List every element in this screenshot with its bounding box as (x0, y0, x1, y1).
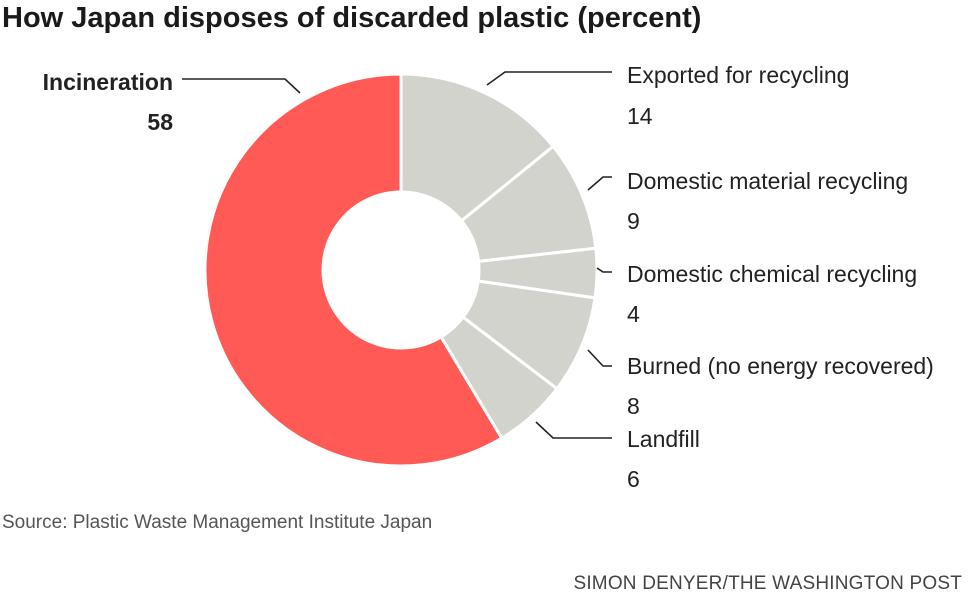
slice-labels: Exported for recycling 14 Domestic materia… (43, 62, 934, 492)
label-domestic-material-recycling: Domestic material recycling (627, 168, 908, 194)
leader-line-domestic-material-recycling (587, 176, 612, 191)
label-exported-for-recycling: Exported for recycling (627, 62, 849, 88)
donut-slices (203, 72, 599, 468)
credit-line: SIMON DENYER/THE WASHINGTON POST (573, 573, 962, 594)
slice-exported-for-recycling (399, 72, 556, 223)
leader-line-incineration (182, 78, 301, 94)
leader-line-domestic-chemical-recycling (596, 267, 612, 273)
value-domestic-material-recycling: 9 (627, 208, 640, 234)
slice-incineration (203, 72, 504, 468)
label-incineration: Incineration (43, 69, 173, 95)
leader-line-landfill (535, 421, 612, 439)
value-incineration: 58 (147, 109, 173, 135)
leader-line-burned-no-energy-recovered (587, 349, 612, 367)
value-landfill: 6 (627, 466, 640, 492)
value-exported-for-recycling: 14 (627, 103, 653, 129)
source-note: Source: Plastic Waste Management Institu… (2, 512, 433, 533)
label-domestic-chemical-recycling: Domestic chemical recycling (627, 261, 917, 287)
leader-line-exported-for-recycling (486, 71, 612, 86)
label-burned-no-energy-recovered: Burned (no energy recovered) (627, 353, 934, 379)
value-burned-no-energy-recovered: 8 (627, 393, 640, 419)
label-landfill: Landfill (627, 426, 700, 452)
chart-title: How Japan disposes of discarded plastic … (2, 2, 702, 34)
value-domestic-chemical-recycling: 4 (627, 301, 640, 327)
label-leader-lines (182, 71, 612, 439)
